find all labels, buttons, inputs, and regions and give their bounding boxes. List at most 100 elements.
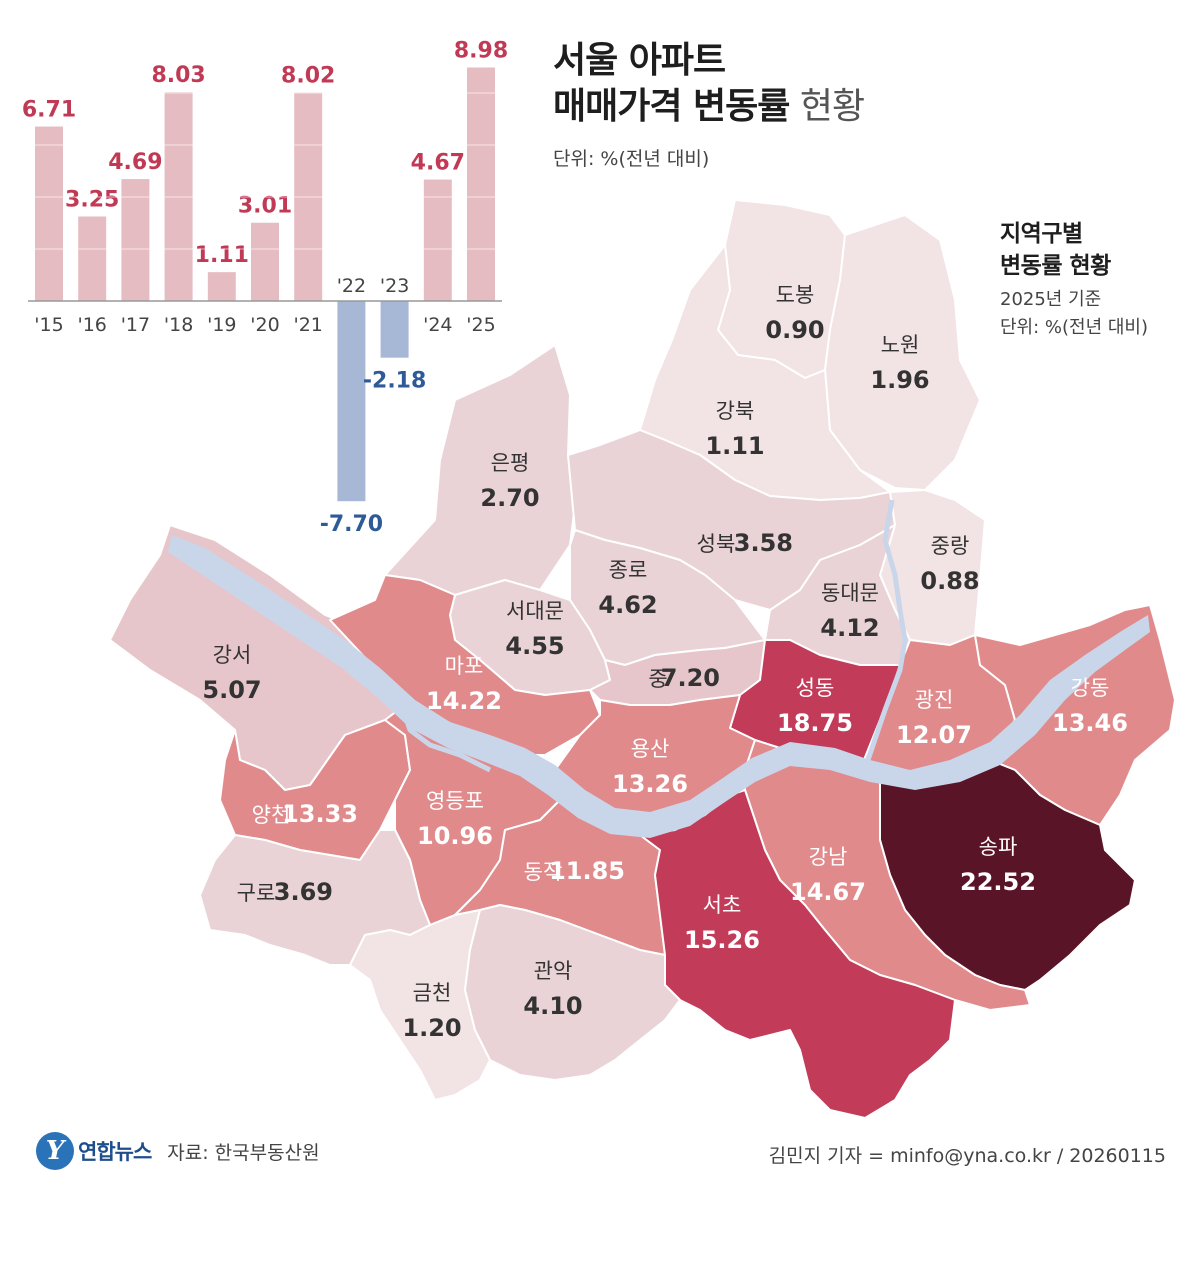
- bar-23: [380, 301, 409, 358]
- label-mapo-value: 14.22: [426, 687, 502, 715]
- data-source: 자료: 한국부동산원: [167, 1141, 320, 1164]
- bar-value-label: 6.71: [22, 98, 76, 123]
- label-seongbuk-name: 성북: [697, 532, 736, 556]
- label-gwangjin-name: 광진: [915, 688, 954, 712]
- label-gangseo-name: 강서: [213, 643, 252, 667]
- bar-25: [467, 67, 495, 302]
- label-dongjak-name: 동작: [524, 860, 563, 884]
- label-seocho-value: 15.26: [684, 926, 760, 954]
- label-gwanak-name: 관악: [534, 959, 573, 983]
- bar-category-label: '16: [77, 314, 106, 336]
- label-gangbuk-value: 1.11: [705, 432, 764, 460]
- bar-22: [337, 301, 366, 502]
- bar-16: [78, 216, 107, 301]
- label-seocho-name: 서초: [703, 893, 742, 917]
- footer-left: Y 연합뉴스 자료: 한국부동산원: [36, 1132, 320, 1170]
- bar-category-label: '21: [293, 314, 322, 336]
- label-seodaemun-name: 서대문: [506, 599, 564, 623]
- chart-unit: 단위: %(전년 대비): [553, 148, 710, 170]
- bar-value-label: 4.67: [411, 151, 465, 176]
- label-gangnam-value: 14.67: [790, 878, 866, 906]
- bar-value-label: 4.69: [108, 150, 162, 175]
- bar-value-label: 3.25: [65, 188, 119, 213]
- map-heading-line2: 변동률 현황: [1000, 253, 1111, 279]
- label-mapo-name: 마포: [445, 654, 484, 678]
- district-gwanak: [464, 904, 681, 1081]
- label-yongsan-value: 13.26: [612, 770, 688, 798]
- label-jungnang-value: 0.88: [920, 567, 979, 595]
- bar-value-label: 1.11: [195, 243, 249, 268]
- han-river: [168, 535, 1150, 838]
- bar-20: [251, 222, 279, 301]
- label-jung-value: 7.20: [661, 664, 720, 692]
- label-gwanak-value: 4.10: [523, 992, 582, 1020]
- map-heading-line1: 지역구별: [1000, 221, 1083, 247]
- label-eunpyeong-name: 은평: [491, 451, 530, 475]
- bar-category-label: '18: [164, 314, 193, 336]
- map-basis: 2025년 기준: [1000, 289, 1102, 310]
- label-yongsan-name: 용산: [631, 737, 670, 761]
- label-seongbuk-value: 3.58: [734, 529, 793, 557]
- bar-category-label: '22: [337, 275, 366, 297]
- label-nowon-value: 1.96: [870, 366, 929, 394]
- label-geumcheon-name: 금천: [413, 981, 452, 1005]
- title-line2-light: 현황: [789, 86, 865, 127]
- credit-line: 김민지 기자 = minfo@yna.co.kr / 20260115: [768, 1145, 1166, 1167]
- bar-category-label: '23: [380, 275, 409, 297]
- district-eunpyeong: [384, 344, 576, 596]
- label-guro-name: 구로: [237, 881, 276, 905]
- label-jongno-value: 4.62: [598, 591, 657, 619]
- yonhap-logo-text: 연합뉴스: [78, 1140, 152, 1164]
- title-line2: 매매가격 변동률 현황: [553, 84, 865, 130]
- title-line1: 서울 아파트: [553, 40, 726, 81]
- title-block: 서울 아파트 매매가격 변동률 현황: [553, 38, 865, 130]
- label-dongdaemun-name: 동대문: [821, 581, 879, 605]
- bar-19: [207, 272, 236, 301]
- label-gangnam-name: 강남: [809, 845, 848, 869]
- label-nowon-name: 노원: [881, 333, 920, 357]
- bar-value-label: 8.03: [151, 63, 205, 88]
- label-gangdong-name: 강동: [1071, 676, 1110, 700]
- label-geumcheon-value: 1.20: [402, 1014, 461, 1042]
- bar-category-label: '17: [121, 314, 150, 336]
- label-seongdong-value: 18.75: [777, 709, 853, 737]
- label-gangbuk-name: 강북: [716, 399, 755, 423]
- bar-category-label: '20: [250, 314, 279, 336]
- label-songpa-value: 22.52: [960, 868, 1036, 896]
- label-dongjak-value: 11.85: [549, 857, 625, 885]
- map-unit: 단위: %(전년 대비): [1000, 317, 1149, 338]
- label-gwangjin-value: 12.07: [896, 721, 972, 749]
- label-jung-name: 중: [648, 667, 667, 691]
- label-yeongdeungpo-name: 영등포: [426, 789, 484, 813]
- bar-17: [121, 179, 150, 301]
- label-gangdong-value: 13.46: [1052, 709, 1128, 737]
- label-yangcheon-name: 양천: [252, 803, 291, 827]
- label-seodaemun-value: 4.55: [505, 632, 564, 660]
- label-guro-value: 3.69: [274, 878, 333, 906]
- label-seongdong-name: 성동: [796, 676, 835, 700]
- bar-category-label: '15: [34, 314, 63, 336]
- label-dongdaemun-value: 4.12: [820, 614, 879, 642]
- bar-value-label: 3.01: [238, 194, 292, 219]
- bar-value-label: -2.18: [363, 369, 426, 394]
- yonhap-logo-icon: Y: [36, 1132, 74, 1170]
- bar-chart: 6.71 '15 3.25 '16 4.69 '17 8.03 '18 1.11 '19 3.01 '…: [22, 39, 508, 538]
- bar-value-label: -7.70: [320, 512, 383, 537]
- label-eunpyeong-value: 2.70: [480, 484, 539, 512]
- anyang-stream: [397, 699, 492, 773]
- title-line2-bold: 매매가격 변동률: [553, 86, 790, 127]
- bar-value-label: 8.02: [281, 63, 335, 88]
- map-heading-block: 지역구별 변동률 현황 2025년 기준 단위: %(전년 대비): [1000, 218, 1148, 342]
- jungnang-stream: [865, 499, 908, 761]
- label-songpa-name: 송파: [979, 835, 1018, 859]
- bar-category-label: '24: [423, 314, 452, 336]
- label-yangcheon-value: 13.33: [282, 800, 358, 828]
- bar-24: [423, 179, 452, 301]
- bar-category-label: '19: [207, 314, 236, 336]
- bar-category-label: '25: [466, 314, 495, 336]
- label-dobong-value: 0.90: [765, 316, 824, 344]
- label-gangseo-value: 5.07: [202, 676, 261, 704]
- bar-15: [35, 126, 63, 301]
- bar-value-label: 8.98: [454, 39, 508, 64]
